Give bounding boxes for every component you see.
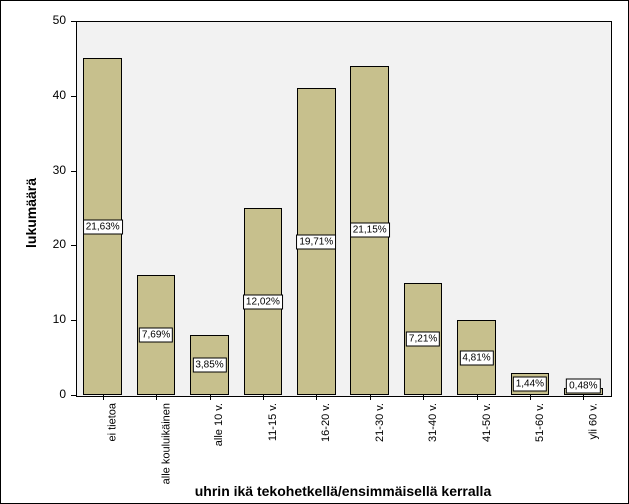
bar-value-label: 7,69%	[139, 328, 173, 343]
x-tick-label: 51-60 v.	[534, 403, 546, 442]
y-tick-label: 20	[36, 237, 66, 251]
x-tick-label: 11-15 v.	[267, 403, 279, 441]
x-tick-mark	[156, 395, 157, 400]
y-axis-label: lukumäärä	[23, 178, 39, 248]
bar-value-label: 21,15%	[350, 223, 390, 238]
bar-value-label: 19,71%	[296, 234, 336, 249]
bar-value-label: 4,81%	[459, 350, 493, 365]
bar-value-label: 0,48%	[566, 378, 600, 393]
y-tick-label: 50	[36, 13, 66, 27]
x-tick-label: ei tietoa	[107, 403, 119, 442]
y-tick-mark	[71, 96, 76, 97]
x-tick-mark	[530, 395, 531, 400]
x-tick-label: 21-30 v.	[374, 403, 386, 442]
bar-value-label: 7,21%	[406, 331, 440, 346]
bar-value-label: 12,02%	[243, 294, 283, 309]
x-tick-label: yli 60 v.	[587, 403, 599, 439]
x-tick-mark	[583, 395, 584, 400]
x-tick-label: 41-50 v.	[481, 403, 493, 442]
x-tick-mark	[103, 395, 104, 400]
x-tick-mark	[210, 395, 211, 400]
bar-value-label: 1,44%	[513, 376, 547, 391]
x-tick-mark	[477, 395, 478, 400]
y-tick-mark	[71, 21, 76, 22]
y-tick-label: 10	[36, 312, 66, 326]
y-tick-mark	[71, 245, 76, 246]
x-tick-mark	[263, 395, 264, 400]
y-tick-label: 0	[36, 387, 66, 401]
y-tick-label: 30	[36, 163, 66, 177]
x-tick-label: 31-40 v.	[427, 403, 439, 442]
x-tick-label: alle 10 v.	[214, 403, 226, 446]
bar-value-label: 3,85%	[192, 358, 226, 373]
x-tick-mark	[370, 395, 371, 400]
bar-value-label: 21,63%	[83, 219, 123, 234]
x-axis-label: uhrin ikä tekohetkellä/ensimmäisellä ker…	[76, 483, 610, 499]
x-tick-mark	[423, 395, 424, 400]
x-tick-label: 16-20 v.	[320, 403, 332, 442]
y-tick-label: 40	[36, 88, 66, 102]
x-tick-label: alle kouluikäinen	[160, 403, 172, 484]
y-tick-mark	[71, 320, 76, 321]
y-tick-mark	[71, 171, 76, 172]
x-tick-mark	[316, 395, 317, 400]
chart-container: 0 10 20 30 40 50 ei tietoa alle kouluikäinen all…	[0, 0, 629, 504]
y-tick-mark	[71, 395, 76, 396]
